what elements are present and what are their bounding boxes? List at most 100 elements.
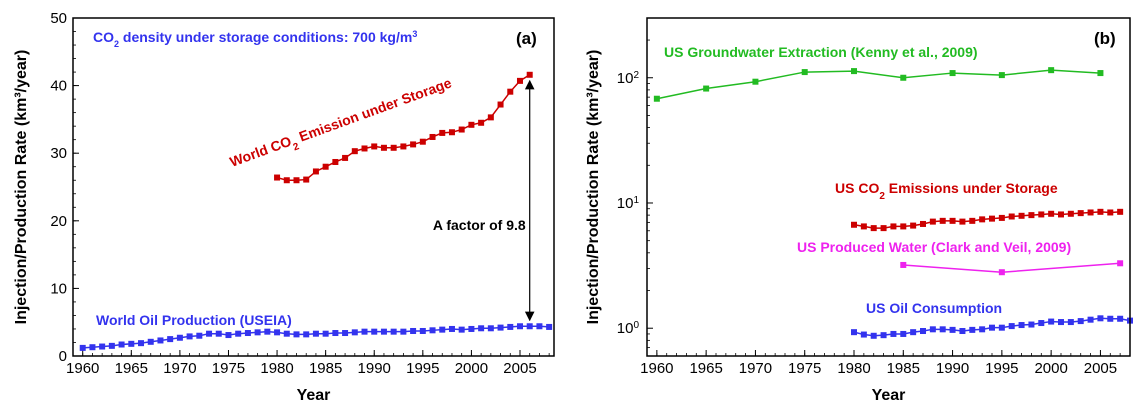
panel-a-data-point: [322, 163, 329, 170]
panel-b-data-point: [880, 332, 887, 339]
panel-b-data-point: [1058, 319, 1064, 326]
panel-a-data-point: [439, 326, 446, 333]
panel-a-data-point: [283, 330, 290, 337]
panel-a-data-point: [79, 344, 86, 351]
panel-b-data-point: [920, 328, 926, 335]
panel-a-data-point: [546, 323, 553, 330]
panel-b-data-point: [969, 326, 976, 333]
panel-b-data-point: [979, 216, 986, 223]
panel-a-y-tick-label: 20: [50, 213, 67, 230]
panel-a-x-tick-label: 2005: [503, 360, 536, 377]
panel-b-data-point: [880, 225, 887, 232]
panel-a-data-point: [342, 154, 349, 161]
panel-a-data-point: [138, 340, 145, 347]
panel-a: 1960 1965 1970 1975 1980 1985 1990 1995 2000 2005…: [13, 10, 555, 404]
panel-b-data-point: [1018, 322, 1025, 329]
panel-a-data-point: [468, 121, 475, 128]
panel-a-data-point: [332, 158, 339, 165]
panel-a-y-tick-label: 10: [50, 280, 67, 297]
panel-b-data-point: [1067, 210, 1074, 217]
panel-a-data-point: [215, 330, 222, 337]
panel-b-data-point: [998, 269, 1005, 276]
panel-b-y-tick-label: 102: [617, 69, 640, 87]
panel-b-data-point: [890, 223, 897, 230]
panel-a-data-point: [380, 328, 387, 335]
panel-a-label: (a): [516, 29, 537, 48]
panel-a-data-point: [526, 323, 533, 330]
panel-b-data-point: [653, 95, 660, 102]
panel-a-data-point: [487, 114, 494, 121]
panel-b-data-point: [890, 330, 897, 337]
panel-b-data-point: [870, 332, 877, 339]
panel-b-data-point: [1058, 211, 1064, 218]
panel-b-data-point: [998, 72, 1005, 79]
panel-b-data-point: [1107, 315, 1114, 322]
panel-b-data-point: [989, 324, 995, 331]
panel-a-data-point: [332, 330, 339, 337]
panel-a-data-point: [390, 144, 397, 151]
panel-b-x-tick-label: 1990: [936, 360, 969, 377]
panel-b-y-tick-label: 100: [617, 320, 640, 338]
us-produced-water-series-label: US Produced Water (Clark and Veil, 2009): [797, 239, 1071, 255]
panel-a-data-point: [419, 327, 426, 334]
panel-b-data-point: [1008, 323, 1015, 330]
panel-a-data-point: [283, 177, 290, 184]
panel-a-data-point: [225, 332, 232, 339]
panel-a-data-point: [516, 323, 523, 330]
panel-a-data-point: [507, 323, 514, 330]
panel-a-data-point: [429, 327, 436, 334]
panel-a-data-point: [167, 336, 174, 343]
panel-a-x-tick-label: 1980: [260, 360, 293, 377]
panel-a-data-point: [274, 329, 281, 336]
panel-a-data-point: [342, 330, 349, 337]
panel-b-data-point: [910, 222, 917, 229]
panel-b-data-point: [998, 324, 1005, 331]
panel-a-data-point: [458, 326, 465, 333]
panel-b-data-point: [920, 220, 926, 227]
panel-a-x-tick-label: 2000: [455, 360, 488, 377]
panel-b-data-point: [929, 326, 936, 333]
panel-b-data-point: [900, 330, 907, 337]
panel-a-data-point: [371, 143, 378, 150]
panel-a-data-point: [351, 148, 358, 155]
panel-a-data-point: [322, 330, 329, 337]
panel-b-x-tick-label: 1980: [837, 360, 870, 377]
panel-a-data-point: [361, 145, 368, 152]
panel-b-data-point: [1107, 209, 1114, 216]
panel-a-data-point: [312, 330, 319, 337]
panel-b-data-point: [1097, 70, 1104, 77]
panel-b-data-point: [1028, 321, 1035, 328]
panel-b-data-point: [1077, 210, 1084, 217]
panel-a-data-point: [293, 331, 300, 338]
factor-label: A factor of 9.8: [433, 217, 526, 233]
density-note: CO2 density under storage conditions: 70…: [93, 29, 417, 49]
panel-b-data-point: [1117, 260, 1124, 267]
world-oil-series-label: World Oil Production (USEIA): [96, 312, 292, 328]
panel-b-x-tick-label: 1975: [788, 360, 821, 377]
panel-a-data-point: [312, 168, 319, 175]
panel-b-data-point: [851, 68, 857, 75]
panel-b-series-line: [656, 69, 1101, 100]
panel-b-data-point: [1048, 210, 1055, 217]
panel-a-data-point: [400, 328, 407, 335]
panel-a-data-point: [108, 342, 115, 349]
panel-b-data-point: [860, 331, 867, 338]
panel-a-data-point: [303, 331, 310, 338]
panel-a-data-point: [128, 340, 135, 347]
panel-b-x-axis-label: Year: [872, 387, 906, 404]
panel-a-y-tick-label: 0: [59, 348, 67, 365]
panel-a-data-point: [468, 325, 475, 332]
panel-a-data-point: [478, 325, 485, 332]
panel-b-y-tick-label: 101: [617, 194, 640, 212]
panel-b-data-point: [979, 326, 986, 333]
panel-a-frame: [72, 17, 555, 357]
panel-b-data-point: [959, 328, 966, 335]
panel-a-data-point: [196, 332, 203, 339]
panel-b-data-point: [1117, 315, 1124, 322]
panel-b-data-point: [1087, 316, 1094, 323]
panel-a-data-point: [410, 141, 417, 148]
panel-b-data-point: [900, 223, 907, 230]
panel-a-y-tick-label: 50: [50, 10, 67, 27]
panel-a-data-point: [303, 176, 310, 183]
